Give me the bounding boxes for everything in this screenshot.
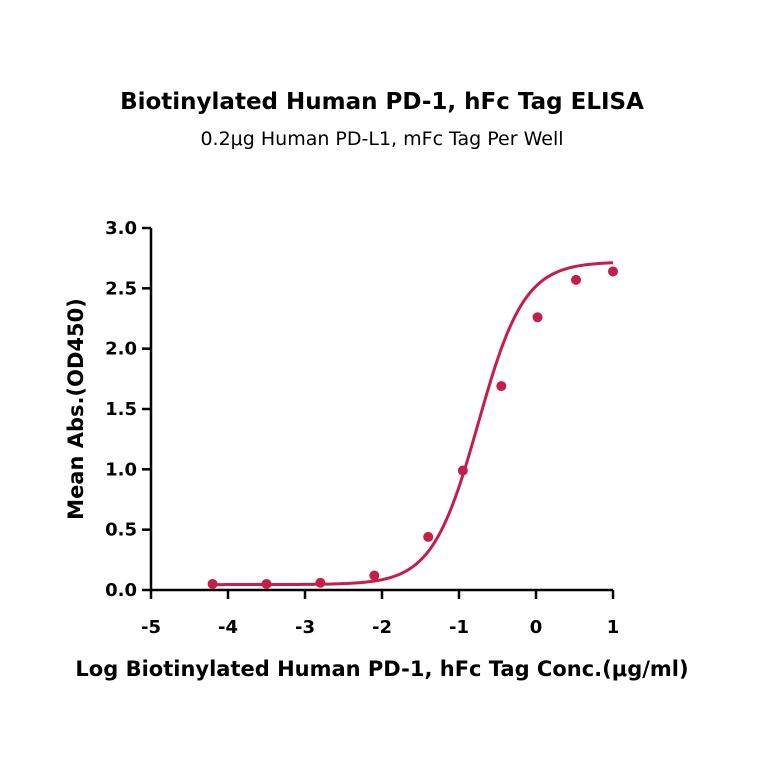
data-point (369, 570, 380, 581)
x-axis-label: Log Biotinylated Human PD-1, hFc Tag Con… (75, 657, 688, 681)
data-point (608, 266, 618, 277)
data-point (207, 578, 218, 589)
data-point (532, 312, 543, 323)
x-tick-label: -1 (449, 617, 469, 638)
chart-subtitle: 0.2μg Human PD-L1, mFc Tag Per Well (200, 128, 563, 150)
x-tick-label: 1 (607, 617, 620, 638)
y-ticks: 0.0 0.5 1.0 1.5 2.0 2.5 3.0 (105, 218, 151, 601)
fit-curve (212, 261, 614, 587)
data-point (261, 578, 272, 589)
data-point (496, 381, 507, 392)
y-tick-label: 1.5 (105, 399, 137, 420)
chart-title: Biotinylated Human PD-1, hFc Tag ELISA (120, 89, 644, 115)
axes (149, 228, 613, 592)
data-point (457, 465, 468, 476)
x-tick-label: -5 (141, 617, 161, 638)
data-point (315, 577, 326, 588)
x-tick-label: 0 (530, 617, 543, 638)
y-tick-label: 3.0 (105, 218, 137, 239)
y-tick-label: 0.0 (105, 580, 137, 601)
data-point (423, 531, 434, 542)
x-tick-label: -3 (295, 617, 315, 638)
x-ticks: -5 -4 -3 -2 -1 0 1 (141, 590, 619, 638)
y-tick-label: 2.5 (105, 278, 137, 299)
x-tick-label: -2 (372, 617, 392, 638)
y-axis-label: Mean Abs.(OD450) (64, 298, 88, 520)
y-tick-label: 1.0 (105, 459, 137, 480)
y-tick-label: 0.5 (105, 520, 137, 541)
data-point (571, 274, 582, 285)
x-tick-label: -4 (218, 617, 238, 638)
data-points (207, 266, 618, 589)
y-tick-label: 2.0 (105, 339, 137, 360)
